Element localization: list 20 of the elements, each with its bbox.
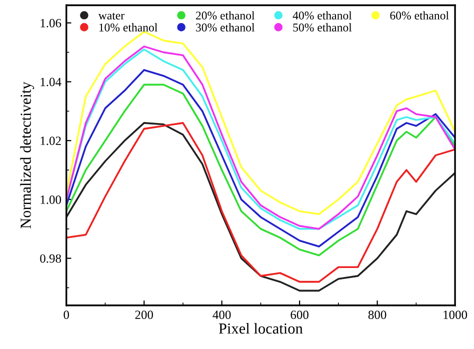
x-tick-label: 200 — [135, 310, 153, 320]
legend-label: 50% ethanol — [293, 23, 352, 32]
legend-label: 40% ethanol — [292, 11, 352, 20]
legend-label: 60% ethanol — [390, 11, 449, 20]
legend-label: water — [98, 12, 124, 20]
legend-label: 20% ethanol — [196, 11, 255, 20]
y-tick-label: 0.98 — [40, 254, 62, 263]
x-tick-label: 400 — [212, 310, 231, 320]
x-tick-label: 800 — [368, 310, 386, 320]
x-axis-title: Pixel location — [218, 322, 303, 334]
x-tick-label: 0 — [64, 310, 70, 320]
legend-label: 10% ethanol — [99, 23, 158, 32]
y-tick-label: 1.06 — [40, 18, 62, 28]
y-tick-label: 1.02 — [40, 136, 61, 146]
x-tick-label: 1000 — [444, 310, 468, 320]
y-axis-title: Normalized detectiveity — [20, 82, 34, 228]
x-tick-label: 600 — [290, 310, 308, 320]
legend-label: 30% ethanol — [196, 23, 255, 32]
y-tick-label: 1.04 — [40, 78, 62, 86]
y-tick-label: 1.00 — [40, 195, 62, 204]
